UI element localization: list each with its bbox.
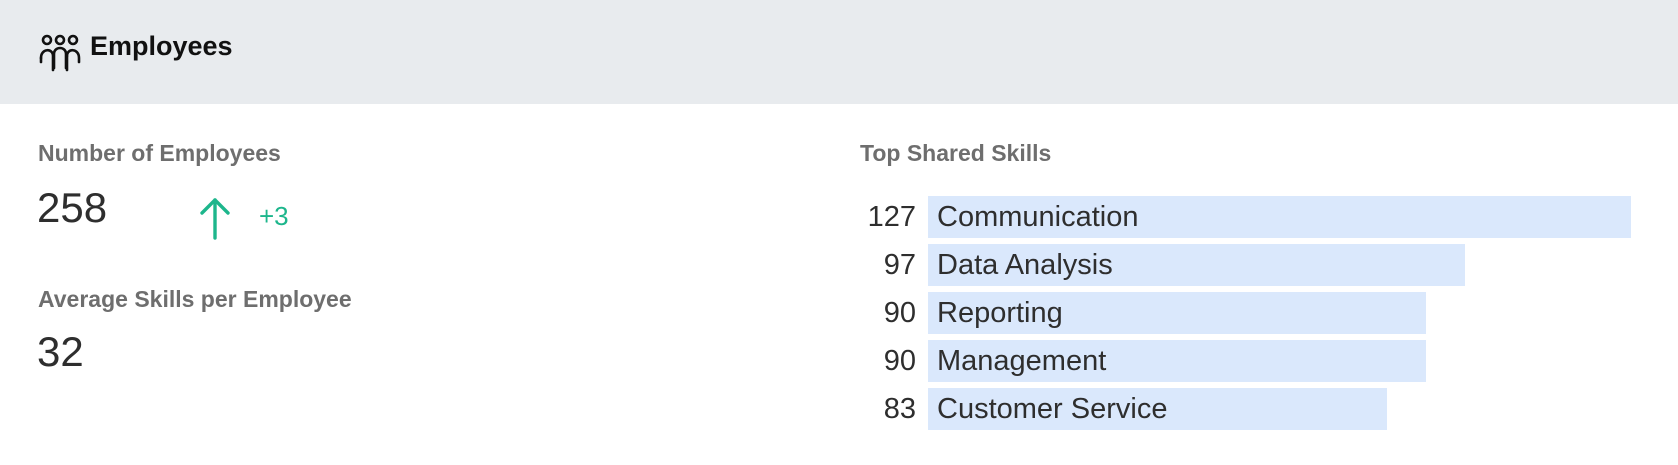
skill-name: Communication bbox=[937, 201, 1139, 233]
top-skills-title: Top Shared Skills bbox=[860, 140, 1052, 166]
skill-row: 90 Reporting bbox=[860, 292, 1640, 334]
page-title: Employees bbox=[90, 31, 233, 61]
skill-name: Management bbox=[937, 345, 1107, 377]
employee-count-label: Number of Employees bbox=[38, 140, 281, 166]
skill-count: 127 bbox=[867, 201, 916, 233]
skill-name: Customer Service bbox=[937, 393, 1168, 425]
skill-count: 97 bbox=[883, 249, 916, 281]
avg-skills-value: 32 bbox=[37, 328, 84, 375]
skill-name: Data Analysis bbox=[937, 249, 1113, 281]
skill-row: 127 Communication bbox=[860, 196, 1640, 238]
skill-row: 97 Data Analysis bbox=[860, 244, 1640, 286]
avg-skills-label: Average Skills per Employee bbox=[38, 286, 352, 312]
employee-count-delta: +3 bbox=[259, 201, 289, 231]
skill-count: 83 bbox=[883, 393, 916, 425]
skill-row: 83 Customer Service bbox=[860, 388, 1640, 430]
skill-bar bbox=[928, 244, 1465, 286]
page-header: Employees bbox=[0, 0, 1678, 104]
employee-count-value: 258 bbox=[37, 184, 108, 231]
skill-name: Reporting bbox=[937, 297, 1063, 329]
skill-bar bbox=[928, 388, 1387, 430]
skill-bar bbox=[928, 196, 1631, 238]
skill-bar bbox=[928, 292, 1426, 334]
skill-row: 90 Management bbox=[860, 340, 1640, 382]
arrow-up-icon bbox=[200, 198, 230, 240]
skill-bar bbox=[928, 340, 1426, 382]
people-group-icon bbox=[39, 34, 81, 72]
skill-count: 90 bbox=[883, 345, 916, 377]
skill-count: 90 bbox=[883, 297, 916, 329]
